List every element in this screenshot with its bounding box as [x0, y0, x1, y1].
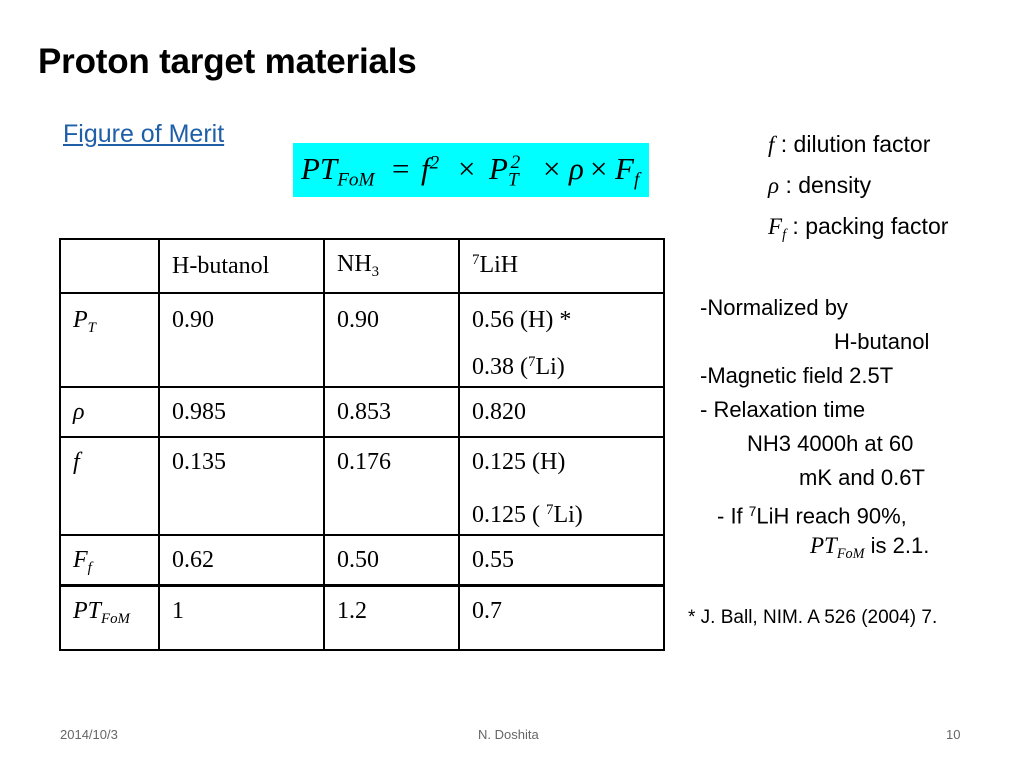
packing-text: : packing factor — [792, 213, 949, 239]
density-text: : density — [785, 172, 872, 198]
notes-block: -Normalized by H-butanol -Magnetic field… — [700, 291, 929, 563]
packing-symbol: Ff — [768, 214, 787, 243]
header-nh3: NH3 — [323, 238, 460, 294]
cell-rho-lih: 0.820 — [458, 386, 665, 438]
row-label-pt: PT — [59, 292, 160, 388]
dilution-symbol: f — [768, 132, 775, 157]
definition-dilution: f : dilution factor — [768, 124, 948, 165]
row-label-ptfom: PTFoM — [59, 584, 160, 651]
formula-times-2: × — [543, 151, 561, 186]
table-row-pt: PT 0.90 0.90 0.56 (H) * 0.38 (7Li) — [59, 292, 665, 388]
formula-rho: ρ — [569, 151, 584, 186]
cell-rho-hbutanol: 0.985 — [158, 386, 325, 438]
header-h-butanol: H-butanol — [158, 238, 325, 294]
cell-ff-lih: 0.55 — [458, 534, 665, 587]
note-lih-polarization: - If 7LiH reach 90%, — [717, 503, 907, 529]
dilution-text: : dilution factor — [780, 131, 931, 157]
cell-ptfom-hbutanol: 1 — [158, 584, 325, 651]
properties-table: H-butanol NH3 7LiH PT 0.90 0.90 0.56 (H)… — [59, 238, 665, 651]
note-nh3-relaxation: NH3 4000h at 60 — [747, 431, 914, 456]
footer-page-number: 10 — [946, 727, 961, 742]
definition-packing: Ff : packing factor — [768, 206, 948, 256]
cell-pt-hbutanol: 0.90 — [158, 292, 325, 388]
formula-equals: = — [392, 151, 410, 186]
note-relaxation-time: - Relaxation time — [700, 397, 866, 422]
cell-f-nh3: 0.176 — [323, 436, 460, 536]
formula-lhs: PTFoM — [301, 151, 375, 191]
formula-times-1: × — [458, 151, 476, 186]
note-magnetic-field: -Magnetic field 2.5T — [700, 363, 894, 388]
formula-p: PT2 — [489, 151, 521, 191]
formula-ff: Ff — [615, 151, 640, 191]
definition-density: ρ : density — [768, 165, 948, 206]
definitions-list: f : dilution factor ρ : density Ff : pac… — [768, 124, 948, 256]
row-label-f: f — [59, 436, 160, 536]
cell-rho-nh3: 0.853 — [323, 386, 460, 438]
note-ptfom-result: PTFoM is 2.1. — [810, 533, 930, 562]
header-empty — [59, 238, 160, 294]
formula-f: f2 — [421, 151, 440, 186]
cell-f-hbutanol: 0.135 — [158, 436, 325, 536]
figure-of-merit-formula: PTFoM = f2 × PT2 × ρ × Ff — [293, 143, 649, 197]
cell-f-lih: 0.125 (H) 0.125 ( 7Li) — [458, 436, 665, 536]
cell-ptfom-nh3: 1.2 — [323, 584, 460, 651]
cell-ff-nh3: 0.50 — [323, 534, 460, 587]
formula-times-3: × — [590, 151, 608, 186]
cell-pt-lih: 0.56 (H) * 0.38 (7Li) — [458, 292, 665, 388]
figure-of-merit-link[interactable]: Figure of Merit — [63, 120, 225, 148]
header-lih: 7LiH — [458, 238, 665, 294]
cell-ptfom-lih: 0.7 — [458, 584, 665, 651]
footer-date: 2014/10/3 — [60, 727, 118, 742]
table-header-row: H-butanol NH3 7LiH — [59, 238, 665, 294]
footer-author: N. Doshita — [478, 727, 539, 742]
table-row-f: f 0.135 0.176 0.125 (H) 0.125 ( 7Li) — [59, 436, 665, 536]
note-normalized: -Normalized by — [700, 295, 848, 320]
row-label-ff: Ff — [59, 534, 160, 587]
table-row-ptfom: PTFoM 1 1.2 0.7 — [59, 584, 665, 651]
slide-title: Proton target materials — [38, 42, 417, 81]
row-label-rho: ρ — [59, 386, 160, 438]
note-hbutanol: H-butanol — [834, 329, 930, 354]
cell-pt-nh3: 0.90 — [323, 292, 460, 388]
table-row-ff: Ff 0.62 0.50 0.55 — [59, 534, 665, 587]
cell-ff-hbutanol: 0.62 — [158, 534, 325, 587]
table-row-rho: ρ 0.985 0.853 0.820 — [59, 386, 665, 438]
note-temperature: mK and 0.6T — [799, 465, 925, 490]
density-symbol: ρ — [768, 173, 780, 198]
reference-citation: * J. Ball, NIM. A 526 (2004) 7. — [688, 607, 938, 628]
